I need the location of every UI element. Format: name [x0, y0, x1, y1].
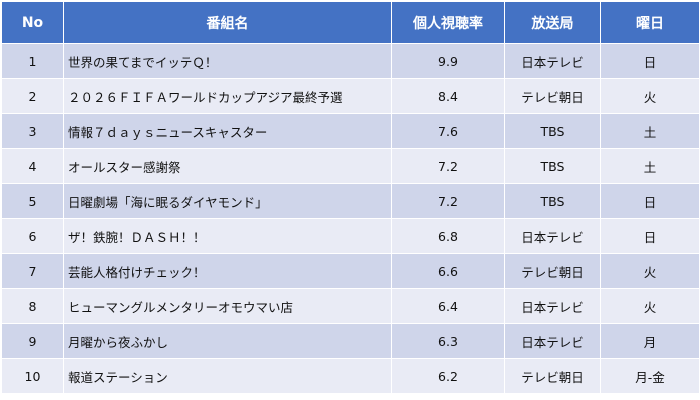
cell-day: 月-金: [600, 358, 700, 394]
cell-no: 9: [1, 323, 64, 359]
cell-rating: 7.2: [391, 183, 505, 219]
cell-rating: 9.9: [391, 43, 505, 79]
cell-rating: 6.6: [391, 253, 505, 289]
cell-station: TBS: [504, 148, 601, 184]
cell-rating: 6.2: [391, 358, 505, 394]
cell-rating: 7.2: [391, 148, 505, 184]
cell-no: 2: [1, 78, 64, 114]
cell-title: 報道ステーション: [63, 358, 392, 394]
table-row: 4 オールスター感謝祭 7.2 TBS 土: [1, 148, 700, 184]
cell-rating: 8.4: [391, 78, 505, 114]
cell-no: 1: [1, 43, 64, 79]
cell-station: テレビ朝日: [504, 358, 601, 394]
cell-rating: 7.6: [391, 113, 505, 149]
cell-day: 火: [600, 288, 700, 324]
cell-rating: 6.4: [391, 288, 505, 324]
cell-title: ヒューマングルメンタリーオモウマい店: [63, 288, 392, 324]
cell-title: 世界の果てまでイッテＱ！: [63, 43, 392, 79]
cell-day: 土: [600, 113, 700, 149]
table-header-row: No 番組名 個人視聴率 放送局 曜日: [1, 1, 700, 44]
cell-station: TBS: [504, 113, 601, 149]
cell-day: 火: [600, 78, 700, 114]
cell-station: テレビ朝日: [504, 78, 601, 114]
cell-no: 10: [1, 358, 64, 394]
table-row: 3 情報７ｄａｙｓニュースキャスター 7.6 TBS 土: [1, 113, 700, 149]
table-row: 1 世界の果てまでイッテＱ！ 9.9 日本テレビ 日: [1, 43, 700, 79]
cell-no: 3: [1, 113, 64, 149]
header-day: 曜日: [600, 1, 700, 44]
header-rating: 個人視聴率: [391, 1, 505, 44]
cell-no: 6: [1, 218, 64, 254]
table-row: 10 報道ステーション 6.2 テレビ朝日 月-金: [1, 358, 700, 394]
cell-day: 日: [600, 218, 700, 254]
table-row: 5 日曜劇場「海に眠るダイヤモンド」 7.2 TBS 日: [1, 183, 700, 219]
table-row: 6 ザ！鉄腕！ＤＡＳＨ！！ 6.8 日本テレビ 日: [1, 218, 700, 254]
cell-title: オールスター感謝祭: [63, 148, 392, 184]
cell-no: 5: [1, 183, 64, 219]
cell-title: 芸能人格付けチェック！: [63, 253, 392, 289]
table-row: 9 月曜から夜ふかし 6.3 日本テレビ 月: [1, 323, 700, 359]
cell-station: 日本テレビ: [504, 43, 601, 79]
cell-title: 情報７ｄａｙｓニュースキャスター: [63, 113, 392, 149]
cell-rating: 6.8: [391, 218, 505, 254]
cell-title: ザ！鉄腕！ＤＡＳＨ！！: [63, 218, 392, 254]
cell-title: 月曜から夜ふかし: [63, 323, 392, 359]
cell-day: 土: [600, 148, 700, 184]
cell-no: 4: [1, 148, 64, 184]
cell-station: TBS: [504, 183, 601, 219]
cell-day: 日: [600, 43, 700, 79]
cell-no: 7: [1, 253, 64, 289]
cell-station: テレビ朝日: [504, 253, 601, 289]
cell-station: 日本テレビ: [504, 288, 601, 324]
cell-rating: 6.3: [391, 323, 505, 359]
table-row: 2 ２０２６ＦＩＦＡワールドカップアジア最終予選 8.4 テレビ朝日 火: [1, 78, 700, 114]
cell-title: 日曜劇場「海に眠るダイヤモンド」: [63, 183, 392, 219]
cell-station: 日本テレビ: [504, 218, 601, 254]
cell-day: 日: [600, 183, 700, 219]
cell-no: 8: [1, 288, 64, 324]
cell-title: ２０２６ＦＩＦＡワールドカップアジア最終予選: [63, 78, 392, 114]
header-station: 放送局: [504, 1, 601, 44]
table-row: 8 ヒューマングルメンタリーオモウマい店 6.4 日本テレビ 火: [1, 288, 700, 324]
cell-day: 火: [600, 253, 700, 289]
header-no: No: [1, 1, 64, 44]
header-title: 番組名: [63, 1, 392, 44]
cell-station: 日本テレビ: [504, 323, 601, 359]
table-row: 7 芸能人格付けチェック！ 6.6 テレビ朝日 火: [1, 253, 700, 289]
cell-day: 月: [600, 323, 700, 359]
